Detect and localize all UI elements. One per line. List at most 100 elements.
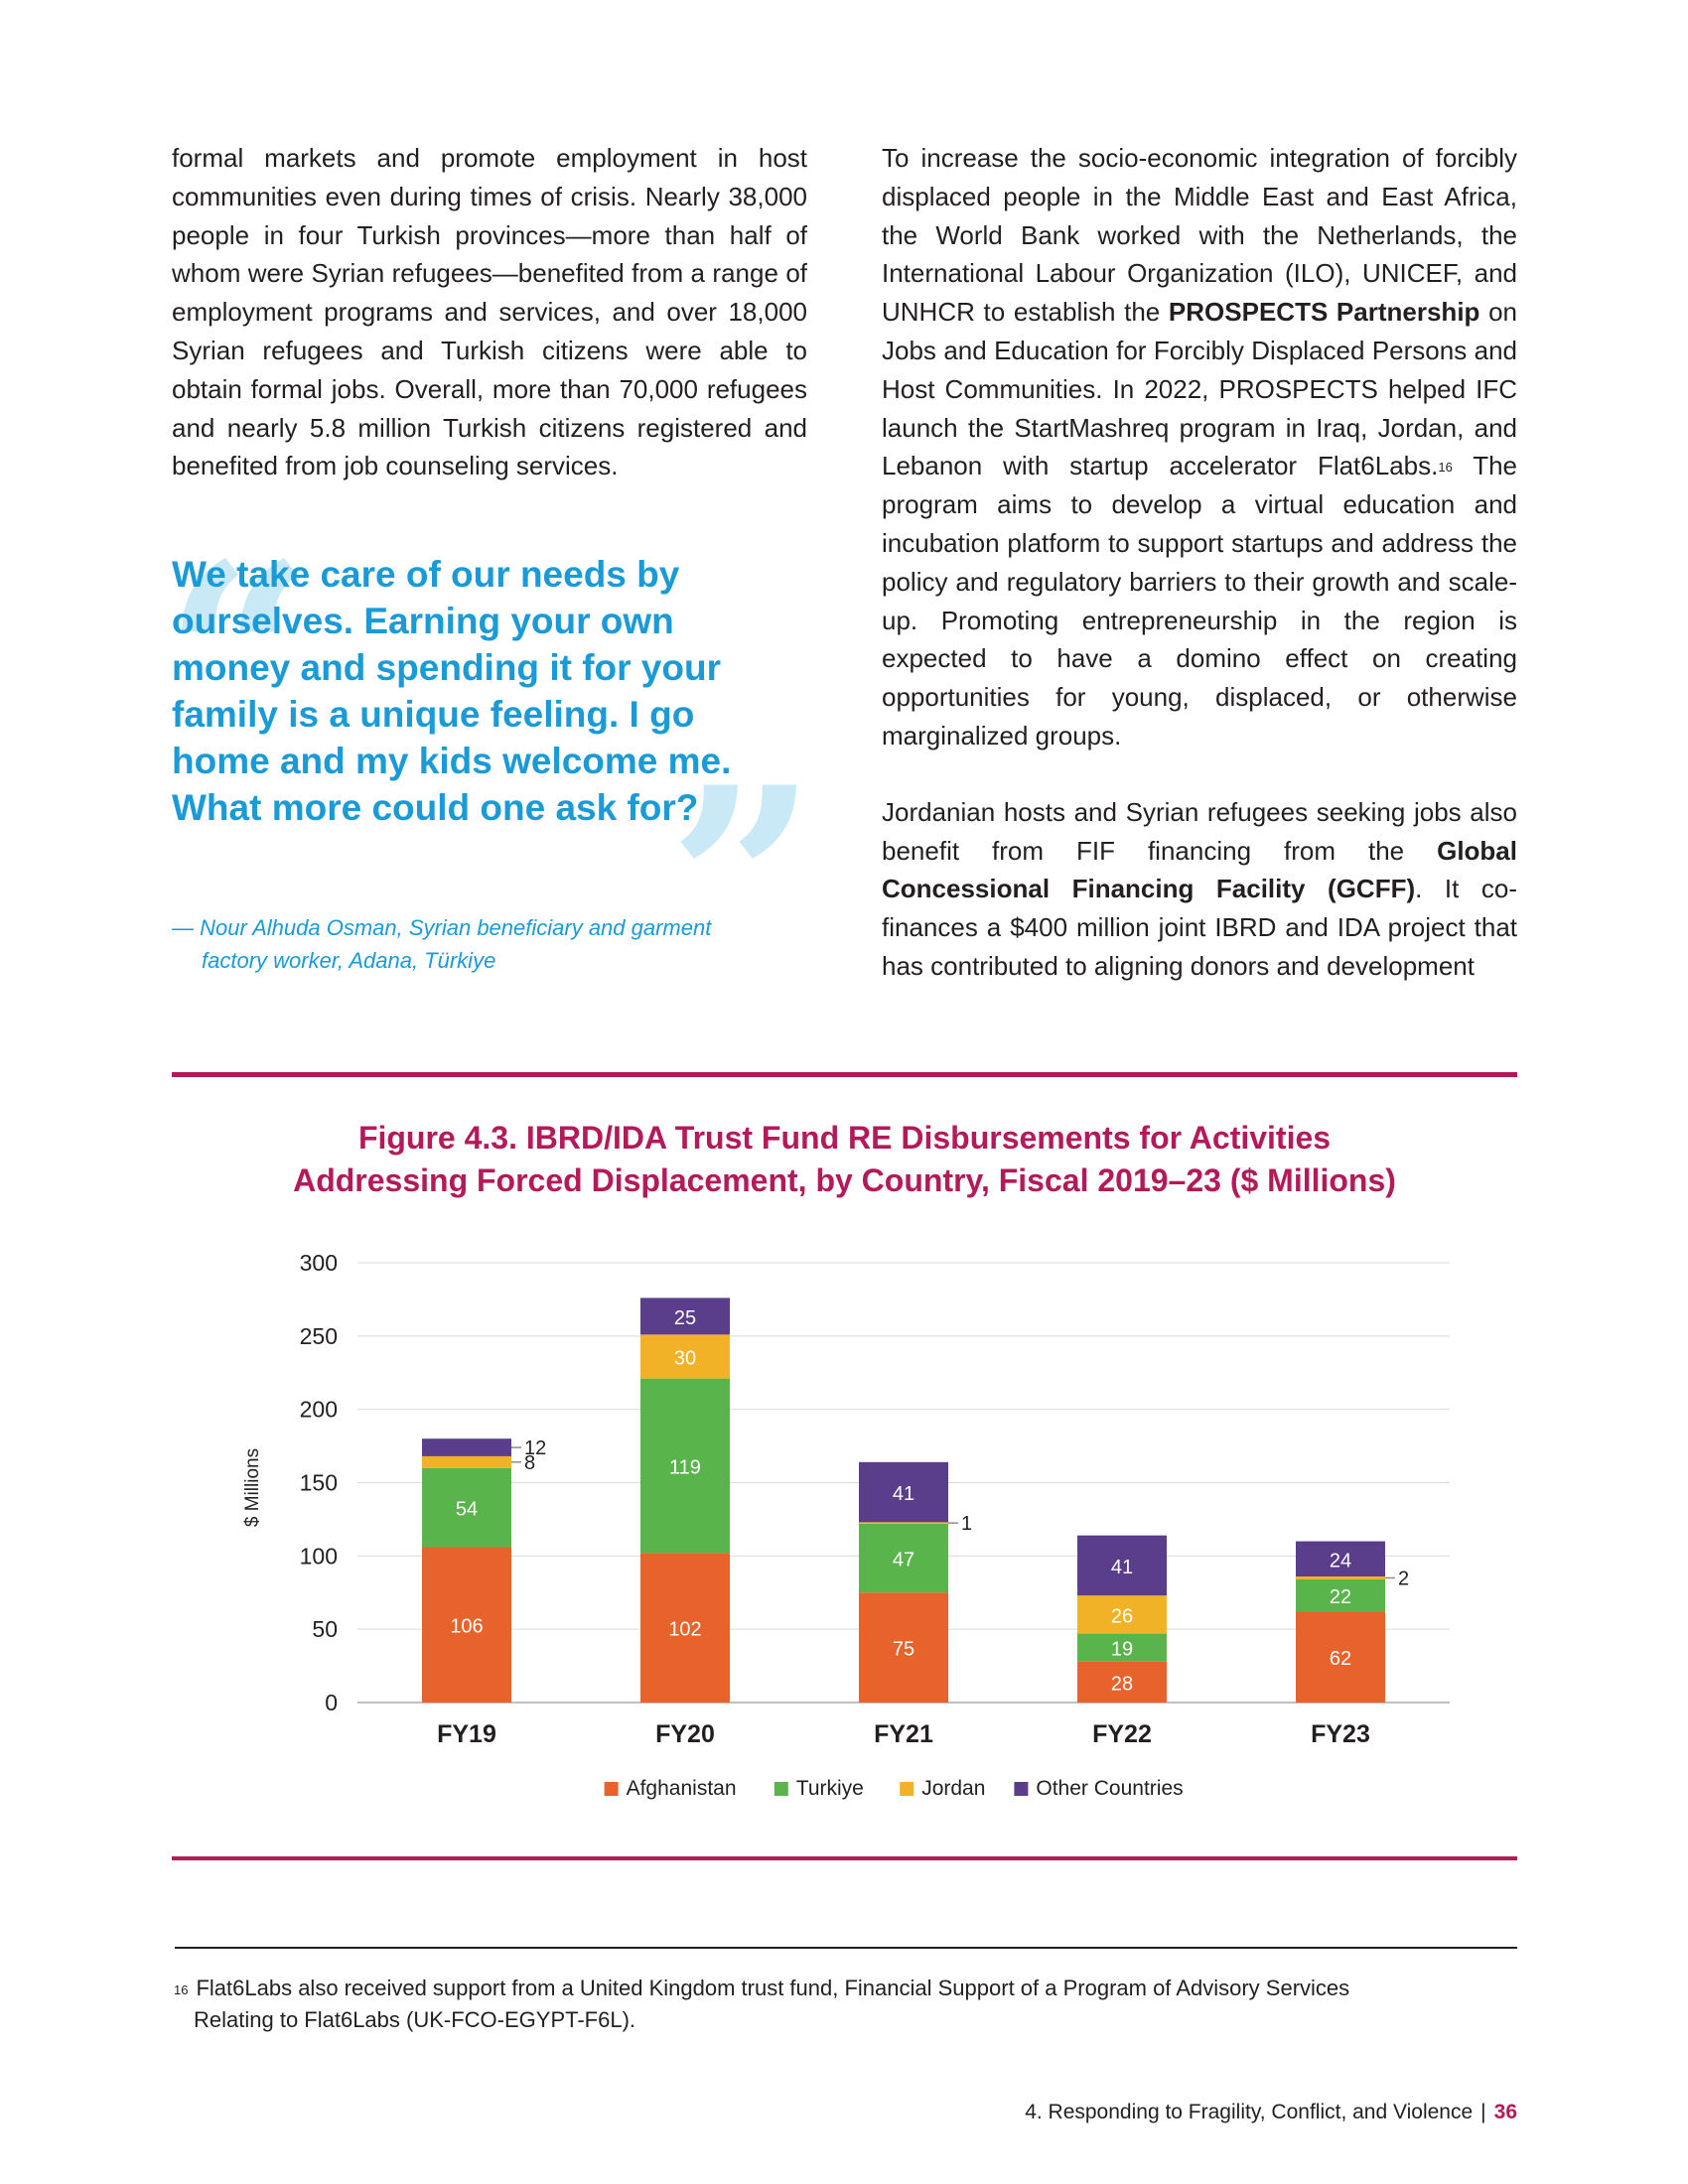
footer-chapter: 4. Responding to Fragility, Conflict, an… (1025, 2101, 1474, 2123)
attribution-line-1: — Nour Alhuda Osman, Syrian beneficiary … (172, 915, 712, 940)
x-tick-label: FY20 (655, 1720, 715, 1748)
bar-segment (422, 1455, 511, 1468)
pull-quote: “ ” We take care of our needs by ourselv… (164, 531, 817, 1013)
bar-segment (1296, 1578, 1385, 1612)
bar-segment (859, 1461, 948, 1523)
data-label: 25 (674, 1307, 696, 1329)
bar-segment (1296, 1611, 1385, 1703)
x-tick-label: FY23 (1311, 1720, 1370, 1748)
figure-title-line-2: Addressing Forced Displacement, by Count… (293, 1162, 1396, 1198)
bar-segment (1077, 1633, 1167, 1662)
gcff-paragraph: Jordanian hosts and Syrian refugees seek… (882, 793, 1517, 986)
y-tick-label: 300 (300, 1250, 338, 1276)
quote-text: We take care of our needs by ourselves. … (172, 554, 732, 828)
x-tick-label: FY21 (874, 1720, 933, 1748)
footer-separator: | (1480, 2101, 1486, 2123)
bar-segment (1296, 1541, 1385, 1577)
gcff-bold: Global Concessional Financing Facility (… (882, 835, 1517, 904)
y-axis-ticks: 0 50 100 150 200 250 300 (300, 1250, 338, 1715)
bar-segment (422, 1438, 511, 1456)
legend-label: Afghanistan (627, 1777, 737, 1800)
data-label: 47 (893, 1550, 914, 1571)
x-axis-labels: FY19 FY20 FY21 FY22 FY23 (437, 1720, 1370, 1748)
bar-segment (1077, 1535, 1167, 1596)
data-label: 22 (1330, 1586, 1351, 1608)
page-footer: 4. Responding to Fragility, Conflict, an… (1025, 2101, 1517, 2124)
data-label: 24 (1330, 1550, 1351, 1571)
data-label: 119 (669, 1457, 701, 1479)
footnote-line-1: Flat6Labs also received support from a U… (196, 1976, 1350, 2000)
data-label: 30 (674, 1348, 696, 1370)
legend-swatch (900, 1782, 914, 1796)
quote-attribution: — Nour Alhuda Osman, Syrian beneficiary … (172, 911, 787, 977)
y-tick-label: 0 (325, 1690, 338, 1715)
bar-segment (859, 1523, 948, 1593)
bar-segment (1077, 1595, 1167, 1634)
legend-label: Other Countries (1036, 1777, 1183, 1800)
data-label: 106 (450, 1616, 483, 1638)
left-column: formal markets and promote employment in… (172, 139, 807, 485)
legend-label: Jordan (921, 1777, 985, 1800)
open-quote-mark: “ (164, 508, 313, 811)
bar-segment (640, 1553, 730, 1703)
bar-segment (1296, 1576, 1385, 1579)
data-label: 1 (961, 1513, 972, 1535)
x-tick-label: FY19 (437, 1720, 496, 1748)
data-label: 41 (893, 1483, 914, 1505)
page-number: 36 (1493, 2101, 1517, 2123)
y-tick-label: 150 (300, 1470, 338, 1496)
figure-bottom-rule (172, 1856, 1517, 1860)
data-label: 19 (1111, 1639, 1133, 1661)
close-quote-mark: ” (668, 732, 817, 1034)
attribution-line-2: factory worker, Adana, Türkiye (202, 948, 496, 973)
legend: Afghanistan Turkiye Jordan Other Countries (604, 1777, 1184, 1800)
data-label: 2 (1398, 1568, 1409, 1589)
footnote: 16 Flat6Labs also received support from a… (174, 1973, 1484, 2036)
data-label: 8 (524, 1452, 535, 1474)
figure-title-line-1: Figure 4.3. IBRD/IDA Trust Fund RE Disbu… (357, 1120, 1332, 1156)
data-label: 41 (1111, 1557, 1133, 1578)
footnote-number: 16 (174, 1982, 189, 1997)
bar-segment (859, 1522, 948, 1524)
prospects-text-3: The program aims to develop a virtual ed… (882, 451, 1518, 751)
data-label: 102 (668, 1619, 701, 1641)
legend-swatch (604, 1782, 619, 1796)
prospects-partnership-bold: PROSPECTS Partnership (1168, 297, 1480, 328)
figure-top-rule (172, 1072, 1517, 1077)
bar-segment (422, 1547, 511, 1703)
gcff-text-2: . It co-finances a $400 million joint IB… (882, 874, 1517, 981)
y-axis-label: $ Millions (242, 1448, 263, 1527)
legend-label: Turkiye (796, 1777, 864, 1800)
footnote-ref-16[interactable]: 16 (1438, 460, 1453, 476)
prospects-text-1: To increase the socio-economic integrati… (882, 143, 1517, 328)
legend-swatch (774, 1782, 788, 1796)
bar-segment (422, 1467, 511, 1548)
data-label: 75 (893, 1639, 914, 1661)
right-column: To increase the socio-economic integrati… (882, 139, 1517, 986)
legend-swatch (1014, 1782, 1029, 1796)
bar-segment (640, 1297, 730, 1335)
bar-segment (1077, 1661, 1167, 1703)
figure-title: Figure 4.3. IBRD/IDA Trust Fund RE Disbu… (172, 1117, 1517, 1202)
x-tick-label: FY22 (1092, 1720, 1152, 1748)
bar-segment (640, 1334, 730, 1379)
prospects-paragraph: To increase the socio-economic integrati… (882, 139, 1517, 755)
footnote-rule (175, 1947, 1517, 1949)
data-label: 62 (1330, 1648, 1351, 1670)
prospects-text-2: on Jobs and Education for Forcibly Displ… (882, 297, 1517, 481)
y-tick-label: 50 (312, 1616, 338, 1642)
data-label: 28 (1111, 1673, 1133, 1695)
left-paragraph: formal markets and promote employment in… (172, 143, 807, 481)
bar-segment (640, 1378, 730, 1554)
bar-segment (859, 1592, 948, 1703)
y-tick-label: 200 (300, 1397, 338, 1423)
data-label: 12 (524, 1437, 546, 1459)
y-tick-label: 250 (300, 1323, 338, 1349)
data-label: 54 (456, 1499, 478, 1521)
data-label: 26 (1111, 1605, 1133, 1627)
gcff-text-1: Jordanian hosts and Syrian refugees seek… (882, 796, 1517, 866)
footnote-line-2: Relating to Flat6Labs (UK-FCO-EGYPT-F6L)… (194, 2007, 636, 2032)
y-tick-label: 100 (300, 1543, 338, 1569)
